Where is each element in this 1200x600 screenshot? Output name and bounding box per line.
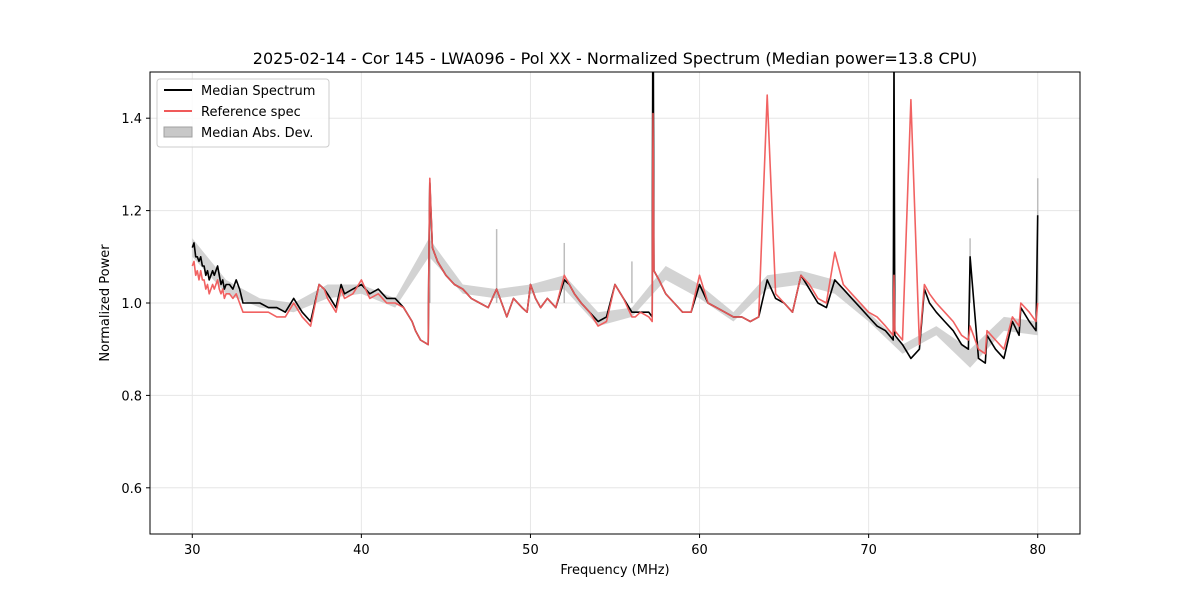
legend-mad-label: Median Abs. Dev. (201, 126, 313, 141)
series-layer (191, 72, 1039, 364)
reference-spec-line (191, 94, 1039, 355)
x-tick-label: 60 (691, 543, 708, 558)
x-tick-label: 80 (1029, 543, 1046, 558)
x-axis-ticks: 30 40 50 60 70 80 (184, 534, 1046, 558)
y-tick-label: 0.6 (121, 482, 142, 497)
legend-box (156, 78, 330, 148)
legend-reference-label: Reference spec (201, 105, 301, 120)
x-tick-label: 40 (353, 543, 370, 558)
x-tick-label: 50 (522, 543, 539, 558)
x-axis-label: Frequency (MHz) (560, 563, 669, 578)
y-tick-label: 1.4 (121, 112, 142, 127)
y-tick-label: 0.8 (121, 389, 142, 404)
chart-title: 2025-02-14 - Cor 145 - LWA096 - Pol XX -… (253, 49, 977, 68)
y-tick-label: 1.0 (121, 297, 142, 312)
x-tick-label: 30 (184, 543, 201, 558)
y-axis-ticks: 0.6 0.8 1.0 1.2 1.4 (121, 112, 150, 497)
legend-median-label: Median Spectrum (201, 84, 315, 99)
y-tick-label: 1.2 (121, 205, 142, 220)
legend: Median Spectrum Reference spec Median Ab… (156, 78, 330, 148)
x-tick-label: 70 (860, 543, 877, 558)
y-axis-label: Normalized Power (98, 244, 113, 362)
legend-mad-swatch (163, 126, 193, 138)
